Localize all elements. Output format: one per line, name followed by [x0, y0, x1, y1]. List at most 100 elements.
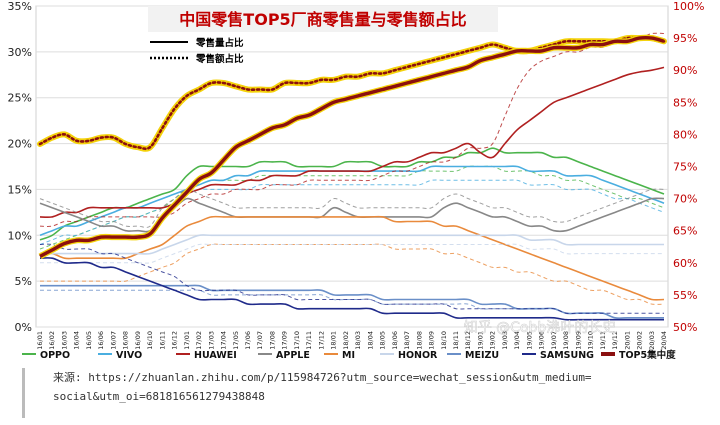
x-tick-label: 16/09	[134, 331, 142, 350]
series-line-top5-volume	[39, 36, 665, 258]
x-tick-label: 17/10	[293, 331, 301, 350]
x-tick-label: 16/12	[171, 331, 179, 350]
legend-label-top5: TOP5集中度	[619, 349, 676, 361]
x-tick-label: 16/07	[109, 331, 117, 350]
series-line-mi-value	[40, 243, 665, 305]
x-tick-label: 18/01	[330, 331, 338, 350]
series-line-mi-volume	[39, 215, 665, 301]
style-legend-value: 零售额占比	[195, 53, 244, 65]
x-tick-label: 20/02	[636, 331, 644, 350]
series-line-oppo-volume	[39, 147, 665, 241]
x-tick-label: 18/02	[342, 331, 350, 350]
x-tick-label: 19/02	[489, 331, 497, 350]
legend-label-samsung: SAMSUNG	[540, 350, 594, 361]
series-line-samsung-value	[39, 243, 664, 315]
x-tick-label: 18/05	[379, 331, 387, 350]
right-tick-label: 90%	[673, 64, 697, 77]
x-tick-label: 18/08	[415, 331, 423, 350]
x-tick-label: 19/08	[562, 331, 570, 350]
right-tick-label: 85%	[673, 96, 697, 109]
x-tick-label: 19/11	[599, 331, 607, 350]
right-tick-label: 80%	[673, 128, 697, 141]
plot-area	[35, 5, 669, 328]
right-axis-ticks: 50% 55% 60% 65% 70% 75% 80% 85% 90% 95% 100%	[673, 0, 704, 334]
x-tick-label: 19/03	[501, 331, 509, 350]
right-tick-label: 95%	[673, 32, 697, 45]
retail-share-chart: 0% 5% 10% 15% 20% 25% 30% 35% 50% 55% 60% 65% 70% 75…	[8, 0, 705, 361]
source-note: 来源: https://zhuanlan.zhihu.com/p/1159847…	[22, 368, 712, 418]
series-line-vivo-value	[39, 179, 665, 245]
legend-label-mi: MI	[342, 350, 355, 361]
x-tick-label: 19/04	[513, 331, 521, 350]
x-tick-label: 18/07	[403, 331, 411, 350]
x-tick-label: 19/12	[611, 331, 619, 350]
x-tick-label: 17/11	[305, 331, 313, 350]
watermark: 知乎 @Cobb沸叶的长史	[464, 319, 617, 336]
series-line-oppo-value	[39, 165, 665, 250]
x-tick-label: 19/09	[574, 331, 582, 350]
x-tick-label: 16/08	[122, 331, 130, 350]
x-tick-label: 16/10	[146, 331, 154, 350]
source-line-2: social&utm_oi=681816561279438848	[53, 390, 265, 403]
legend-label-meizu: MEIZU	[465, 350, 499, 361]
series-line-top5-value	[38, 36, 666, 151]
series-line-apple-volume	[39, 197, 665, 233]
right-tick-label: 60%	[673, 257, 697, 270]
x-tick-label: 16/01	[36, 331, 44, 350]
x-tick-label: 17/04	[220, 331, 228, 350]
source-line-1: 来源: https://zhuanlan.zhihu.com/p/1159847…	[53, 371, 592, 384]
x-tick-label: 19/01	[476, 331, 484, 350]
x-tick-label: 19/10	[587, 331, 595, 350]
x-tick-label: 18/10	[440, 331, 448, 350]
right-tick-label: 50%	[673, 321, 697, 334]
x-tick-label: 16/02	[48, 331, 56, 350]
legend-label-vivo: VIVO	[116, 350, 142, 361]
x-tick-label: 17/09	[281, 331, 289, 350]
x-tick-label: 17/08	[268, 331, 276, 350]
series-line-huawei-value	[39, 32, 665, 227]
x-tick-label: 17/05	[232, 331, 240, 350]
left-tick-label: 20%	[8, 138, 32, 151]
chart-title: 中国零售TOP5厂商零售量与零售额占比	[179, 10, 466, 29]
left-tick-label: 25%	[8, 92, 32, 105]
series-line-huawei-volume	[39, 66, 665, 219]
x-tick-label: 16/03	[60, 331, 68, 350]
x-tick-label: 19/07	[550, 331, 558, 350]
left-tick-label: 5%	[15, 275, 32, 288]
series-line-honor-value	[39, 243, 664, 264]
legend-label-honor: HONOR	[398, 350, 438, 361]
x-tick-label: 20/04	[660, 331, 668, 350]
x-tick-label: 18/09	[428, 331, 436, 350]
legend-label-oppo: OPPO	[40, 350, 70, 361]
x-tick-label: 17/02	[195, 331, 203, 350]
x-tick-label: 18/04	[366, 331, 374, 350]
left-axis-ticks: 0% 5% 10% 15% 20% 25% 30% 35%	[8, 0, 32, 334]
x-tick-label: 17/06	[244, 331, 252, 350]
series-legend: OPPO VIVO HUAWEI APPLE MI HONOR MEIZU SAMSUNG TO…	[22, 349, 676, 361]
series-line-honor-volume	[40, 234, 664, 255]
right-tick-label: 65%	[673, 225, 697, 238]
x-tick-label: 16/11	[158, 331, 166, 350]
x-tick-label: 16/04	[73, 331, 81, 350]
x-tick-label: 18/12	[464, 331, 472, 350]
right-tick-label: 75%	[673, 161, 697, 174]
right-tick-label: 55%	[673, 289, 697, 302]
left-tick-label: 0%	[15, 321, 32, 334]
x-tick-label: 18/11	[452, 331, 460, 350]
legend-label-apple: APPLE	[276, 350, 310, 361]
x-tick-label: 18/06	[391, 331, 399, 350]
x-tick-label: 17/01	[183, 331, 191, 350]
x-axis-ticks: 16/01 16/02 16/03 16/04 16/05 16/06 16/07 16/08…	[36, 331, 668, 350]
right-tick-label: 70%	[673, 193, 697, 206]
x-tick-label: 18/03	[354, 331, 362, 350]
x-tick-label: 17/12	[317, 331, 325, 350]
x-tick-label: 20/03	[648, 331, 656, 350]
x-tick-label: 16/06	[97, 331, 105, 350]
x-tick-label: 17/07	[256, 331, 264, 350]
style-legend-volume: 零售量占比	[195, 37, 244, 49]
x-tick-label: 19/05	[525, 331, 533, 350]
left-tick-label: 10%	[8, 229, 32, 242]
legend-label-huawei: HUAWEI	[194, 350, 237, 361]
left-tick-label: 15%	[8, 183, 32, 196]
series-lines	[37, 32, 667, 321]
